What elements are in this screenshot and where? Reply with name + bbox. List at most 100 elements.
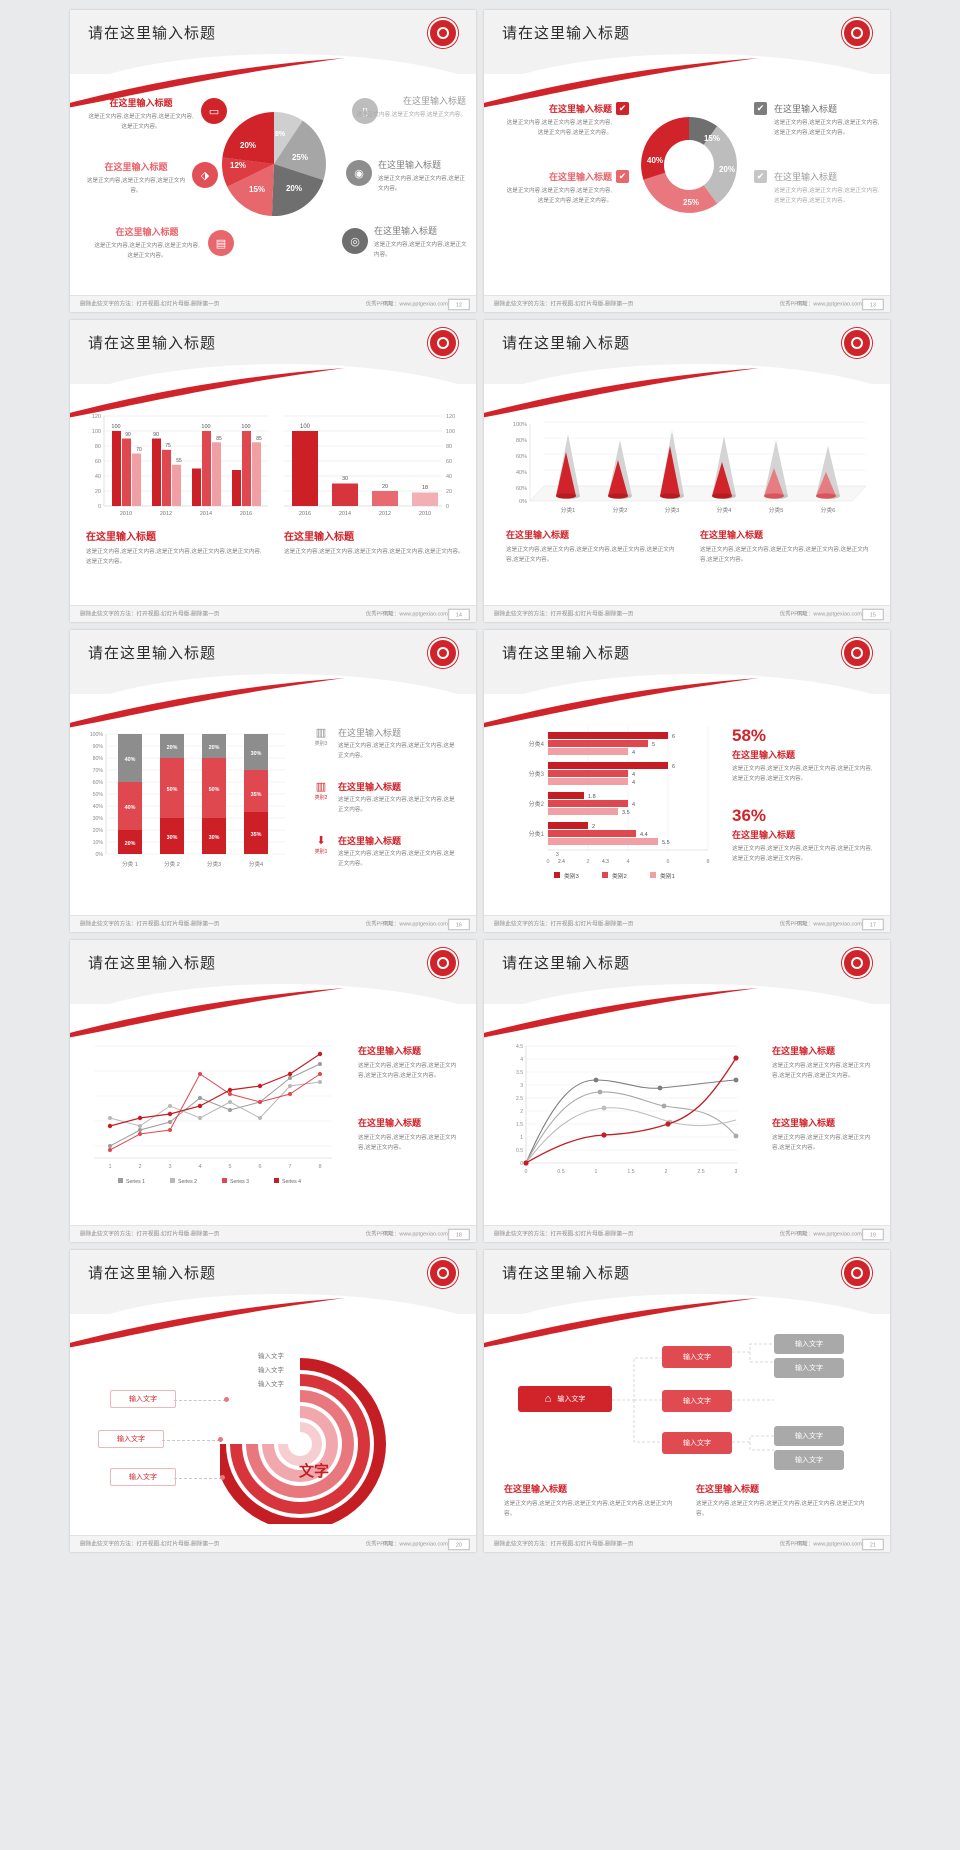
single-bar-chart: 120 100 80 60 40 20 0 100 30 20 18 2016 2014 2… bbox=[276, 408, 471, 523]
horizontal-bar-chart: 6 5 4 6 4 4 1.8 4 3.5 bbox=[498, 722, 716, 887]
slide-header bbox=[484, 940, 890, 1004]
page-number: 17 bbox=[861, 918, 884, 930]
item-title: 在这里输入标题 bbox=[402, 96, 466, 106]
pie-left-item-3: 在这里输入标题 这是正文内容,这是正文内容,这是正文内容,这是正文内容。 bbox=[92, 225, 202, 262]
svg-text:0%: 0% bbox=[96, 852, 104, 858]
slide-header bbox=[484, 320, 890, 384]
orgchart-level3-node-3[interactable]: 输入文字 bbox=[774, 1426, 844, 1446]
page-number: 15 bbox=[861, 608, 884, 620]
svg-text:90: 90 bbox=[153, 432, 159, 438]
slide-thumbnail-orgchart[interactable]: 请在这里输入标题 ⌂ 输入文字 输入文字 输入文字 输入文字 bbox=[484, 1250, 890, 1552]
item-title: 在这里输入标题 bbox=[548, 172, 612, 182]
item-title: 在这里输入标题 bbox=[774, 104, 838, 114]
check-icon[interactable]: ✔ bbox=[616, 102, 629, 115]
orgchart-level2-node-1[interactable]: 输入文字 bbox=[662, 1346, 732, 1368]
page-title: 请在这里输入标题 bbox=[502, 645, 631, 662]
slide-thumbnail-pie[interactable]: 请在这里输入标题 20% 8% 25% 20% 15% bbox=[70, 10, 476, 312]
orgchart-level3-node-1[interactable]: 输入文字 bbox=[774, 1334, 844, 1354]
slide-footer: 删除此些文字的方法：打开视图-幻灯片母版-删除第一页 优秀PPT网 网址：www… bbox=[484, 295, 890, 312]
svg-text:2014: 2014 bbox=[200, 511, 212, 517]
stat-text: 这是正文内容,这是正文内容,这是正文内容,这是正文内容,这是正文内容,这是正文内… bbox=[732, 846, 873, 862]
page-title: 请在这里输入标题 bbox=[88, 645, 217, 662]
slide-header bbox=[70, 10, 476, 74]
footer-hint: 删除此些文字的方法：打开视图-幻灯片母版-删除第一页 bbox=[494, 609, 634, 617]
svg-text:6: 6 bbox=[258, 1164, 261, 1170]
svg-text:2.5: 2.5 bbox=[516, 1096, 523, 1102]
check-icon[interactable]: ✔ bbox=[754, 102, 767, 115]
orgchart-level2-node-3[interactable]: 输入文字 bbox=[662, 1432, 732, 1454]
slide-thumbnail-line4[interactable]: 请在这里输入标题 bbox=[70, 940, 476, 1242]
university-seal-logo bbox=[428, 18, 458, 48]
slide-thumbnail-hbar[interactable]: 请在这里输入标题 6 5 4 bbox=[484, 630, 890, 932]
footer-site-label: 优秀PPT网 bbox=[366, 1230, 394, 1237]
svg-text:分类1: 分类1 bbox=[529, 830, 545, 838]
university-seal-logo bbox=[842, 328, 872, 358]
item-text: 这是正文内容,这是正文内容,这是正文内容,这是正文内容,这是正文内容。 bbox=[506, 188, 612, 204]
footer-site-label: 优秀PPT网 bbox=[366, 610, 394, 617]
svg-text:3: 3 bbox=[735, 1169, 738, 1175]
svg-text:20%: 20% bbox=[125, 841, 136, 847]
connector-line bbox=[162, 1440, 220, 1441]
donut-left-item-1: 在这里输入标题 这是正文内容,这是正文内容,这是正文内容,这是正文内容,这是正文… bbox=[504, 102, 612, 139]
orgchart-level3-node-2[interactable]: 输入文字 bbox=[774, 1358, 844, 1378]
connector-line bbox=[174, 1400, 226, 1401]
university-seal-logo bbox=[428, 948, 458, 978]
orgchart-level3-node-4[interactable]: 输入文字 bbox=[774, 1450, 844, 1470]
red-swoosh-decoration bbox=[70, 360, 360, 420]
svg-text:90: 90 bbox=[125, 432, 131, 438]
item-text: 这是正文内容,这是正文内容,这是正文内容。 bbox=[356, 112, 466, 118]
radial-left-label-2[interactable]: 输入文字 bbox=[98, 1430, 164, 1448]
slide-thumbnail-line2[interactable]: 请在这里输入标题 4.5 4 3.5 3 2.5 2 1.5 1 0.5 0 bbox=[484, 940, 890, 1242]
slide-thumbnail-bars[interactable]: 请在这里输入标题 120 100 80 60 40 20 0 bbox=[70, 320, 476, 622]
svg-text:30%: 30% bbox=[93, 816, 104, 822]
slide-thumbnail-donut[interactable]: 请在这里输入标题 15% 20% 25% 40% 在这里输入标题 bbox=[484, 10, 890, 312]
svg-text:4: 4 bbox=[198, 1164, 201, 1170]
legend-label: 类别2 bbox=[314, 795, 328, 801]
footer-site-url: 网址：www.pptgexiao.com bbox=[797, 610, 862, 617]
red-swoosh-decoration bbox=[484, 50, 774, 110]
item-text: 这是正文内容,这是正文内容,这是正文内容,这是正文内容,这是正文内容。 bbox=[506, 120, 612, 136]
svg-text:2.4: 2.4 bbox=[558, 859, 565, 865]
cone-chart-3d: 100% 80% 60% 40% 60% 0% bbox=[500, 406, 876, 531]
svg-text:分类4: 分类4 bbox=[717, 506, 733, 514]
svg-text:3.5: 3.5 bbox=[516, 1070, 523, 1076]
svg-text:类别3: 类别3 bbox=[564, 872, 579, 880]
svg-text:80: 80 bbox=[95, 444, 101, 450]
svg-text:90%: 90% bbox=[93, 744, 104, 750]
svg-text:0: 0 bbox=[520, 1161, 523, 1167]
page-title: 请在这里输入标题 bbox=[88, 25, 217, 42]
university-seal-logo bbox=[842, 638, 872, 668]
item-title: 在这里输入标题 bbox=[338, 782, 402, 792]
svg-text:0%: 0% bbox=[519, 499, 527, 505]
radial-left-label-1[interactable]: 输入文字 bbox=[110, 1390, 176, 1408]
caption-title: 在这里输入标题 bbox=[696, 1484, 760, 1494]
connector-dot bbox=[220, 1475, 225, 1480]
slide-footer: 删除此些文字的方法：打开视图-幻灯片母版-删除第一页 优秀PPT网 网址：www… bbox=[484, 915, 890, 932]
item-text: 这是正文内容,这是正文内容,这是正文内容,这是正文内容。 bbox=[338, 851, 455, 867]
pie-chart: 20% 8% 25% 20% 15% 12% bbox=[218, 108, 330, 225]
radial-left-label-3[interactable]: 输入文字 bbox=[110, 1468, 176, 1486]
check-icon[interactable]: ✔ bbox=[754, 170, 767, 183]
footer-site-url: 网址：www.pptgexiao.com bbox=[797, 920, 862, 927]
orgchart-level2-node-2[interactable]: 输入文字 bbox=[662, 1390, 732, 1412]
slide-thumbnail-stacked[interactable]: 请在这里输入标题 100% 90% 80% 70% 60% 50% 40% 30% 20% bbox=[70, 630, 476, 932]
slide-thumbnail-cones[interactable]: 请在这里输入标题 100% 80% 60% 40% 60% 0% bbox=[484, 320, 890, 622]
svg-text:15%: 15% bbox=[249, 185, 265, 194]
footer-hint: 删除此些文字的方法：打开视图-幻灯片母版-删除第一页 bbox=[494, 919, 634, 927]
slide-thumbnail-radial[interactable]: 请在这里输入标题 文字 输入文字 输入文字 输入文字 输入文字 bbox=[70, 1250, 476, 1552]
svg-text:3: 3 bbox=[556, 852, 559, 858]
page-title: 请在这里输入标题 bbox=[502, 1265, 631, 1282]
slide-footer: 删除此些文字的方法：打开视图-幻灯片母版-删除第一页 优秀PPT网 网址：www… bbox=[70, 1225, 476, 1242]
radial-top-label-1: 输入文字 bbox=[258, 1353, 284, 1360]
orgchart-root-node[interactable]: ⌂ 输入文字 bbox=[518, 1386, 612, 1412]
page-number: 21 bbox=[861, 1538, 884, 1550]
check-icon[interactable]: ✔ bbox=[616, 170, 629, 183]
svg-text:2012: 2012 bbox=[160, 511, 172, 517]
svg-text:分类4: 分类4 bbox=[529, 740, 545, 748]
svg-text:60%: 60% bbox=[93, 780, 104, 786]
svg-text:分类5: 分类5 bbox=[769, 506, 784, 514]
line-chart-4series: 1 2 3 4 5 6 7 8 Series 1 Series 2 Series 3 Ser… bbox=[80, 1038, 344, 1193]
svg-text:3: 3 bbox=[168, 1164, 171, 1170]
svg-text:80%: 80% bbox=[93, 756, 104, 762]
caption-title: 在这里输入标题 bbox=[700, 530, 764, 540]
